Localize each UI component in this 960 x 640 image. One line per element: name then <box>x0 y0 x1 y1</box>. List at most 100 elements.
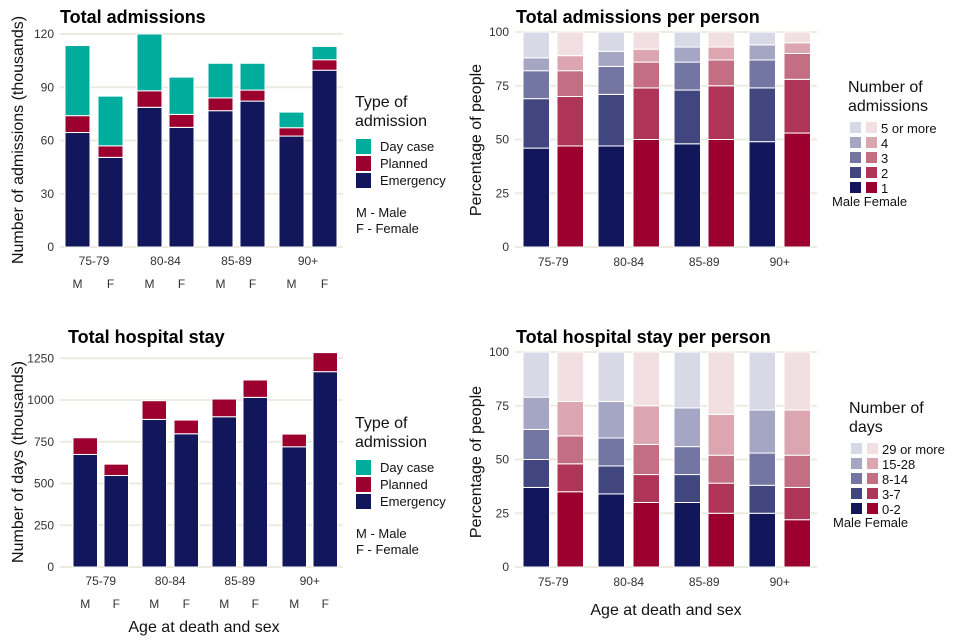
legend-label: Planned <box>380 477 428 492</box>
y-tick-label: 60 <box>41 134 55 148</box>
bar-segment-emergency <box>239 100 266 248</box>
bar-segment-8-14 <box>632 443 660 476</box>
bar-segment-2 <box>556 96 584 147</box>
bar-segment-4 <box>597 50 625 67</box>
y-tick-label: 25 <box>496 186 510 200</box>
legend-label: 5 or more <box>881 121 937 136</box>
bar-segment-4 <box>522 57 550 72</box>
bar-segment-planned <box>97 145 124 158</box>
bar-segment-emergency <box>207 110 234 248</box>
legend-swatch <box>356 156 371 171</box>
bar-segment-29-or-more <box>748 351 776 411</box>
bar-segment-day-case <box>239 62 266 91</box>
bar-segment-planned <box>207 97 234 112</box>
x-sex-label: M <box>289 597 299 611</box>
legend-swatch-female <box>867 458 878 469</box>
legend-title: Type of <box>355 415 408 432</box>
legend-swatch <box>356 173 371 188</box>
bar-segment-5-or-more <box>556 31 584 57</box>
x-sex-label: F <box>322 597 329 611</box>
bar-segment-planned <box>242 379 268 398</box>
bar-segment-15-28 <box>632 405 660 445</box>
y-tick-label: 1250 <box>27 351 54 365</box>
y-tick-label: 75 <box>496 79 510 93</box>
panel-total-admissions: Total admissions 0 30 60 90 120 75-79 M F 80-84 M… <box>10 7 446 291</box>
legend-swatch <box>356 477 371 492</box>
bar-segment-day-case <box>207 62 234 99</box>
bar-segment-planned <box>103 463 129 477</box>
legend-note: F - Female <box>356 542 419 557</box>
bar-segment-3-7 <box>522 459 550 488</box>
legend-swatch-male <box>851 473 862 484</box>
bar-segment-3-7 <box>673 474 701 503</box>
bar-segment-8-14 <box>748 452 776 486</box>
x-tick-label: 75-79 <box>85 574 116 588</box>
bar-segment-5-or-more <box>783 31 811 44</box>
bar-segment-4 <box>748 44 776 61</box>
bar-segment-day-case <box>97 95 124 147</box>
bar-segment-3 <box>597 65 625 95</box>
bar-segment-29-or-more <box>673 351 701 409</box>
bar-segment-planned <box>173 419 199 435</box>
legend-swatch-male <box>851 443 862 454</box>
bar-segment-planned <box>312 352 338 373</box>
bar-segment-1 <box>556 145 584 248</box>
bar-segment-2 <box>597 93 625 147</box>
y-tick-label: 0 <box>502 560 509 574</box>
y-tick-label: 120 <box>34 27 54 41</box>
y-tick-label: 1000 <box>27 393 54 407</box>
bar-segment-3 <box>556 70 584 97</box>
legend-title: admission <box>355 434 427 451</box>
legend-sex-key: Male Female <box>832 194 907 209</box>
bar-segment-1 <box>522 147 550 248</box>
panel-stay-per-person: Total hospital stay per person 0 25 50 75 10… <box>468 327 945 619</box>
legend-label: 3-7 <box>882 487 901 502</box>
legend-swatch <box>356 494 371 509</box>
bar-segment-1 <box>673 143 701 248</box>
panel-admissions-per-person: Total admissions per person 0 25 50 75 100 75… <box>468 7 937 269</box>
bar-segment-15-28 <box>673 407 701 448</box>
chart-title: Total admissions per person <box>516 7 760 27</box>
legend-label: Emergency <box>380 173 446 188</box>
y-tick-label: 0 <box>47 240 54 254</box>
legend-swatch-male <box>850 122 861 133</box>
legend-title: days <box>849 419 883 436</box>
bar-segment-1 <box>783 132 811 248</box>
bar-segment-4 <box>632 48 660 63</box>
y-tick-label: 90 <box>41 80 55 94</box>
legend-label: 15-28 <box>882 457 915 472</box>
y-tick-label: 25 <box>496 506 510 520</box>
legend-title: Number of <box>849 400 924 417</box>
bar-segment-15-28 <box>522 396 550 430</box>
legend-label: 3 <box>881 151 888 166</box>
legend-label: Planned <box>380 156 428 171</box>
bar-segment-5-or-more <box>707 31 735 48</box>
bar-segment-29-or-more <box>522 351 550 398</box>
x-sex-label: M <box>73 277 83 291</box>
legend-sex-key: Male Female <box>833 515 908 530</box>
y-axis-label: Number of admissions (thousands) <box>10 16 27 264</box>
legend-label: 1 <box>881 181 888 196</box>
y-axis-label: Percentage of people <box>468 64 485 216</box>
legend-swatch-male <box>851 458 862 469</box>
bar-segment-planned <box>136 90 163 108</box>
y-tick-label: 750 <box>34 435 54 449</box>
bar-segment-3 <box>748 59 776 89</box>
bar-segment-3 <box>673 61 701 91</box>
y-tick-label: 75 <box>496 399 510 413</box>
x-sex-label: F <box>321 277 328 291</box>
bar-segment-3 <box>783 53 811 80</box>
x-sex-label: F <box>107 277 114 291</box>
legend-title: Type of <box>355 94 408 111</box>
legend-label: 0-2 <box>882 502 901 517</box>
bar-segment-emergency <box>141 418 167 568</box>
legend-swatch-male <box>850 152 861 163</box>
legend-note: M - Male <box>356 205 407 220</box>
bar-segment-day-case <box>64 45 91 117</box>
x-tick-label: 80-84 <box>613 575 644 589</box>
chart-title: Total admissions <box>60 7 206 27</box>
legend-swatch-female <box>867 473 878 484</box>
bar-segment-emergency <box>103 475 129 568</box>
bar-segment-emergency <box>242 396 268 568</box>
